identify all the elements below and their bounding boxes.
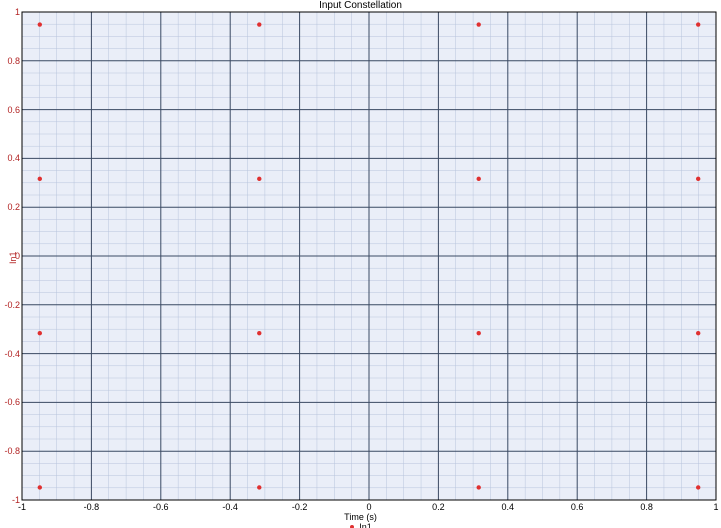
x-tick-label: 0.6 — [571, 502, 584, 512]
legend-label: In1 — [359, 522, 372, 528]
x-tick-label: 0.8 — [640, 502, 653, 512]
legend: In1 — [0, 522, 721, 528]
y-tick-label: -1 — [2, 495, 20, 505]
x-tick-label: 1 — [713, 502, 718, 512]
y-tick-label: -0.2 — [2, 300, 20, 310]
plot-area — [0, 0, 721, 528]
x-axis-label: Time (s) — [0, 512, 721, 522]
y-tick-label: 0.2 — [2, 202, 20, 212]
x-tick-label: 0.4 — [502, 502, 515, 512]
x-tick-label: -0.6 — [153, 502, 169, 512]
x-tick-label: 0.2 — [432, 502, 445, 512]
x-tick-label: -0.2 — [292, 502, 308, 512]
y-tick-label: -0.8 — [2, 446, 20, 456]
y-tick-label: 0.6 — [2, 105, 20, 115]
x-tick-label: -0.8 — [84, 502, 100, 512]
constellation-chart: Input Constellation -1 -0.8 -0.6 -0.4 -0.2 0 0… — [0, 0, 721, 528]
y-tick-label: 0.8 — [2, 56, 20, 66]
y-tick-label: -0.6 — [2, 397, 20, 407]
x-tick-label: 0 — [366, 502, 371, 512]
y-tick-label: -0.4 — [2, 349, 20, 359]
chart-title: Input Constellation — [0, 0, 721, 11]
y-tick-label: 0.4 — [2, 153, 20, 163]
legend-marker-icon — [349, 524, 355, 528]
y-tick-label: 1 — [2, 7, 20, 17]
x-tick-label: -0.4 — [222, 502, 238, 512]
y-axis-label: In1 — [8, 251, 18, 264]
